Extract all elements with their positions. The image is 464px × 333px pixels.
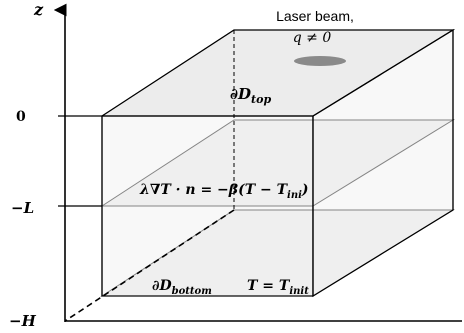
tick-label-minus-L: −L bbox=[11, 199, 34, 217]
projection-dashed-line bbox=[64, 209, 235, 322]
z-axis-label: z bbox=[33, 0, 44, 19]
bottom-condition-label: T = Tinit bbox=[247, 278, 309, 297]
laser-spot bbox=[294, 56, 346, 66]
laser-label-line1: Laser beam, bbox=[276, 8, 354, 24]
front-face bbox=[101, 115, 314, 297]
laser-label-line2: q ≠ 0 bbox=[293, 30, 332, 46]
top-boundary-label: ∂Dtop bbox=[230, 85, 271, 106]
bottom-boundary-label: ∂Dbottom bbox=[152, 278, 212, 297]
tick-label-zero: 0 bbox=[16, 109, 26, 125]
interface-condition-label: λ∇T · n = −β(T − Tini) bbox=[139, 182, 309, 201]
tick-label-minus-H: −H bbox=[9, 312, 37, 330]
